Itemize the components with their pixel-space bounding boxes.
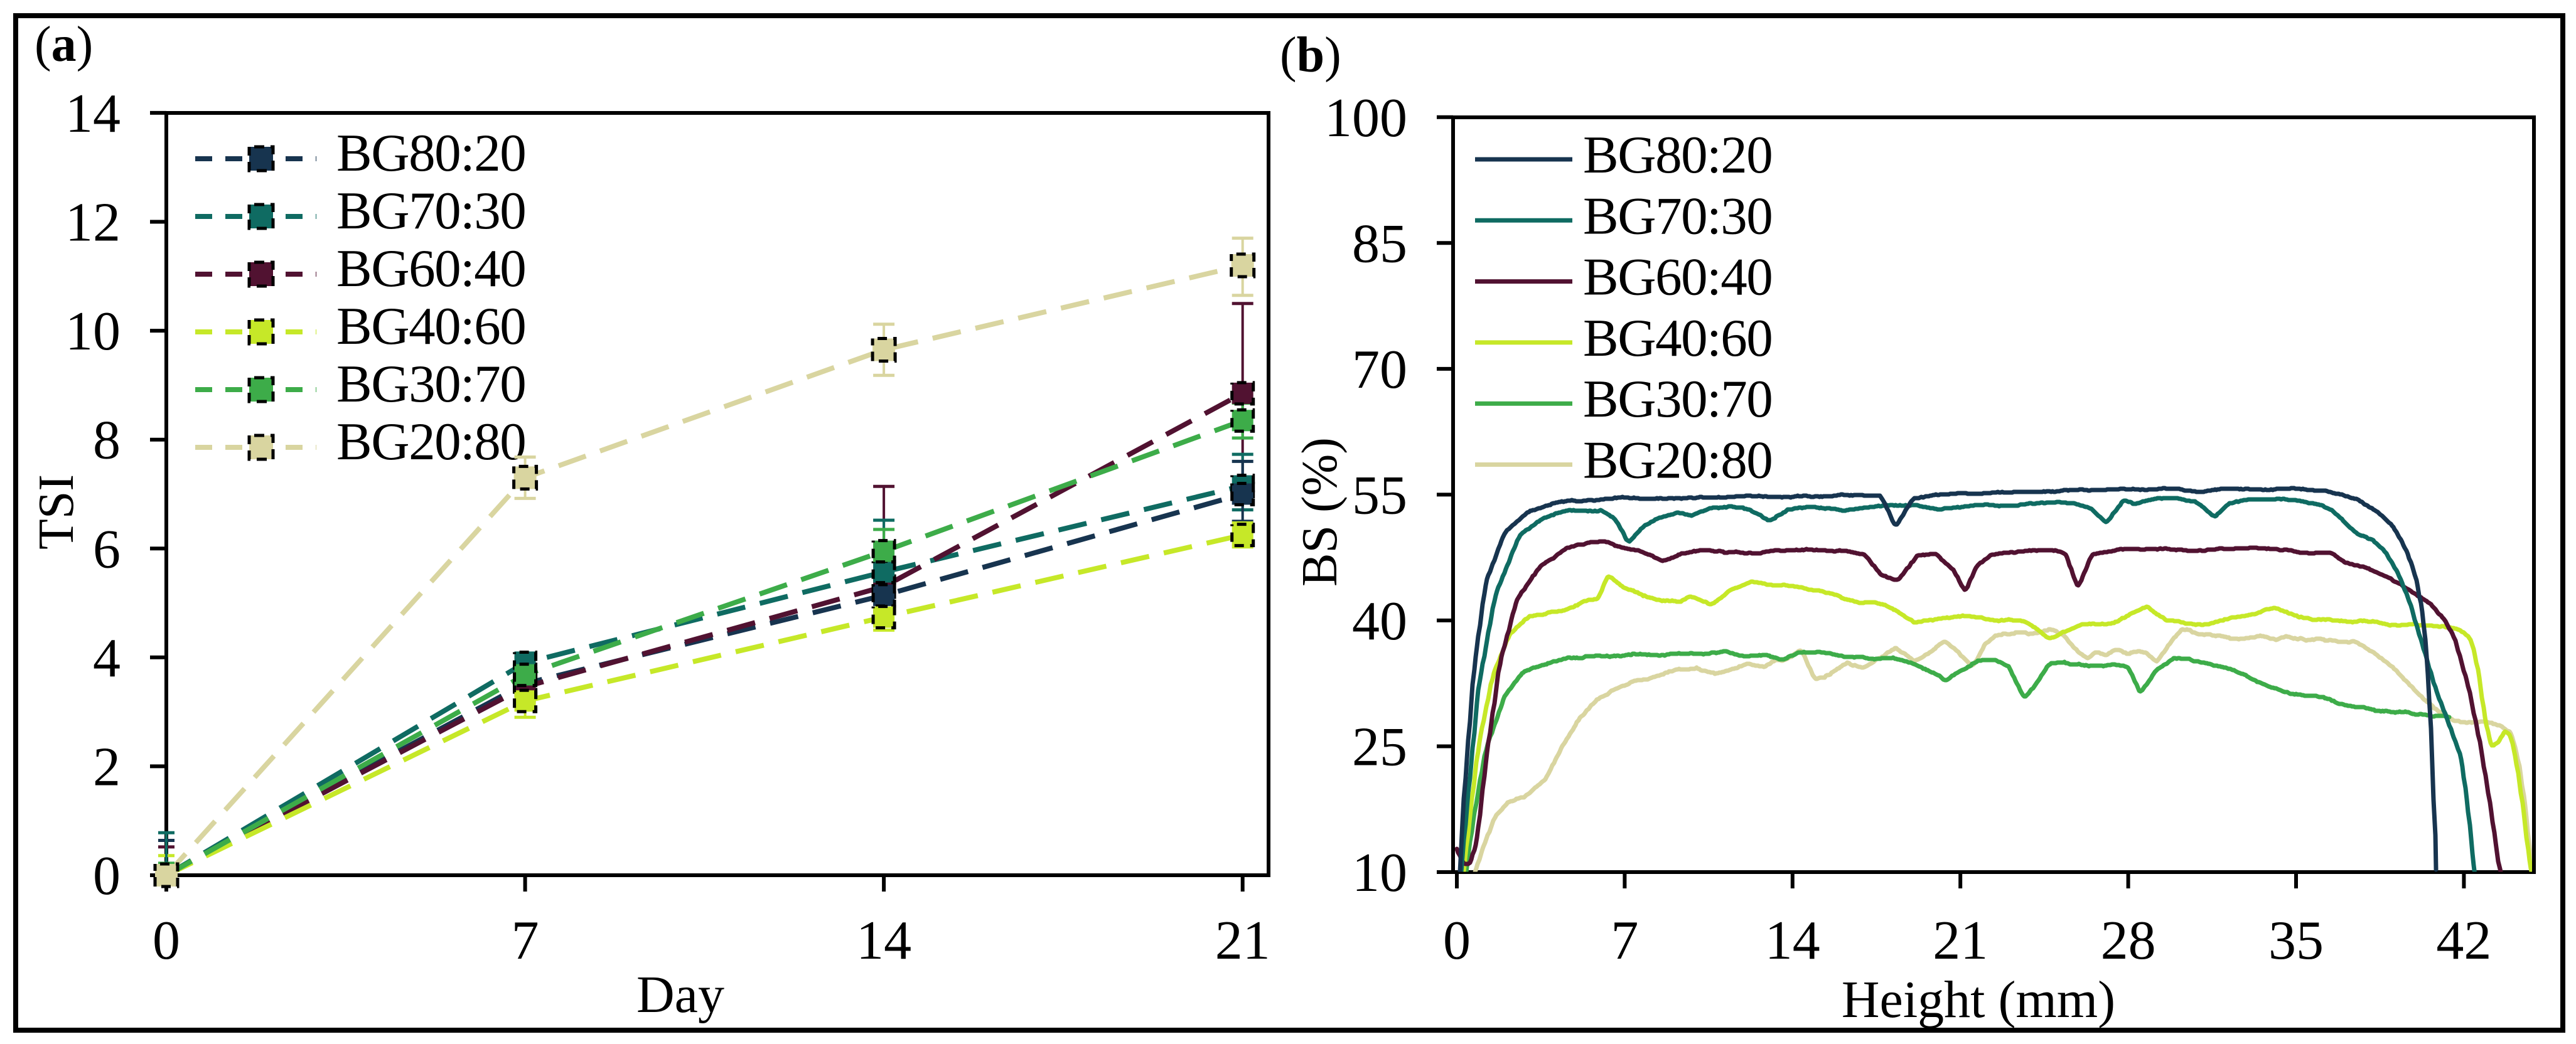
svg-text:2: 2 <box>93 737 121 797</box>
svg-text:21: 21 <box>1215 910 1270 971</box>
svg-text:BG20:80: BG20:80 <box>336 412 525 471</box>
svg-text:7: 7 <box>512 910 539 971</box>
svg-text:(a): (a) <box>35 17 93 72</box>
svg-text:42: 42 <box>2436 910 2491 971</box>
svg-text:(b): (b) <box>1280 28 1341 83</box>
svg-text:BG70:30: BG70:30 <box>1583 186 1772 245</box>
svg-text:BG40:60: BG40:60 <box>336 297 525 356</box>
svg-text:25: 25 <box>1352 717 1407 778</box>
svg-text:100: 100 <box>1324 88 1407 149</box>
svg-text:14: 14 <box>856 910 911 971</box>
svg-text:Day: Day <box>636 966 724 1024</box>
svg-text:0: 0 <box>93 846 121 907</box>
svg-text:21: 21 <box>1933 910 1988 971</box>
svg-text:10: 10 <box>65 301 121 362</box>
svg-text:TSI: TSI <box>29 474 84 550</box>
svg-text:14: 14 <box>1765 910 1820 971</box>
svg-text:0: 0 <box>153 910 180 971</box>
svg-text:7: 7 <box>1611 910 1638 971</box>
svg-text:0: 0 <box>1443 910 1471 971</box>
svg-text:BG20:80: BG20:80 <box>1583 431 1772 490</box>
svg-text:40: 40 <box>1352 591 1407 652</box>
svg-text:6: 6 <box>93 519 121 580</box>
svg-text:70: 70 <box>1352 339 1407 400</box>
svg-text:10: 10 <box>1352 843 1407 903</box>
svg-text:4: 4 <box>93 628 121 689</box>
svg-text:BS (%): BS (%) <box>1292 437 1348 587</box>
svg-text:55: 55 <box>1352 465 1407 526</box>
svg-text:12: 12 <box>65 193 121 253</box>
svg-text:85: 85 <box>1352 213 1407 274</box>
svg-text:BG30:70: BG30:70 <box>336 354 525 413</box>
svg-text:28: 28 <box>2101 910 2156 971</box>
svg-text:BG70:30: BG70:30 <box>336 181 525 240</box>
svg-text:BG30:70: BG30:70 <box>1583 370 1772 429</box>
svg-text:8: 8 <box>93 410 121 471</box>
svg-text:BG40:60: BG40:60 <box>1583 309 1772 368</box>
svg-text:BG60:40: BG60:40 <box>1583 248 1772 307</box>
svg-text:35: 35 <box>2268 910 2324 971</box>
svg-text:BG80:20: BG80:20 <box>1583 125 1772 184</box>
svg-text:Height (mm): Height (mm) <box>1842 971 2115 1029</box>
svg-text:BG80:20: BG80:20 <box>336 124 525 183</box>
svg-text:14: 14 <box>65 83 121 144</box>
svg-text:BG60:40: BG60:40 <box>336 239 525 298</box>
